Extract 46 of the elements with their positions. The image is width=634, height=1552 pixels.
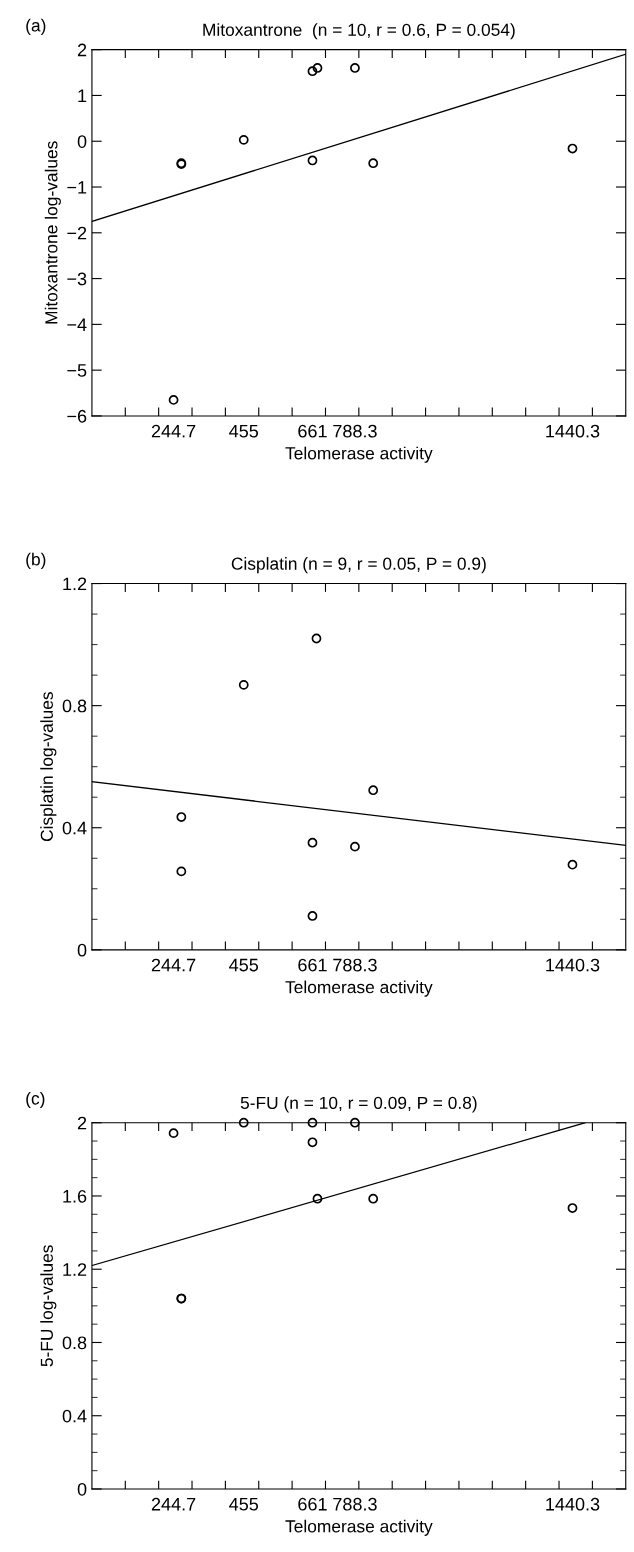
y-tick-label: 0.4 bbox=[62, 1409, 87, 1423]
y-tick-label: −4 bbox=[67, 318, 87, 331]
chart-title: 5-FU (n = 10, r = 0.09, P = 0.8) bbox=[240, 1096, 477, 1113]
x-tick-label: 455 bbox=[229, 424, 259, 438]
text: (a) bbox=[26, 18, 46, 36]
y-tick-label: 1.2 bbox=[63, 1263, 87, 1276]
y-tick-label: 1 bbox=[78, 89, 87, 102]
chart-title: Mitoxantrone (n = 10, r = 0.6, P = 0.054) bbox=[203, 23, 515, 40]
y-axis-title: Cisplatin log-values bbox=[40, 692, 57, 842]
x-tick-label: 788.3 bbox=[333, 424, 377, 438]
x-axis-title: Telomerase activity bbox=[285, 980, 433, 997]
y-axis-title: 5-FU log-values bbox=[40, 1245, 57, 1367]
x-tick-label: 788.3 bbox=[333, 958, 377, 972]
y-axis-title: Mitoxantrone log-values bbox=[44, 141, 61, 324]
x-tick-label: 1440.3 bbox=[546, 424, 600, 438]
x-tick-label: 244.7 bbox=[151, 424, 196, 438]
y-tick-label: 2 bbox=[77, 43, 87, 57]
chart-title: Cisplatin (n = 9, r = 0.05, P = 0.9) bbox=[231, 557, 486, 574]
y-tick-label: −6 bbox=[67, 409, 87, 423]
y-tick-label: −2 bbox=[67, 226, 87, 240]
x-tick-label: 244.7 bbox=[151, 958, 196, 972]
x-tick-label: 244.7 bbox=[151, 1497, 196, 1511]
x-axis-title: Telomerase activity bbox=[285, 1519, 433, 1536]
x-tick-label: 661 bbox=[298, 958, 327, 972]
y-tick-label: 0.8 bbox=[62, 1336, 87, 1350]
x-tick-label: 455 bbox=[229, 958, 259, 972]
text: (b) bbox=[26, 552, 46, 569]
x-tick-label: 661 bbox=[298, 1497, 327, 1511]
y-tick-label: 0.8 bbox=[62, 699, 87, 713]
y-tick-label: 2 bbox=[77, 1116, 87, 1130]
y-tick-label: 1.6 bbox=[63, 1189, 87, 1203]
text: (c) bbox=[26, 1091, 45, 1109]
y-tick-label: −5 bbox=[67, 364, 87, 377]
x-axis-title: Telomerase activity bbox=[285, 446, 433, 463]
x-tick-label: 788.3 bbox=[333, 1497, 377, 1511]
x-tick-label: 1440.3 bbox=[546, 1497, 600, 1511]
x-tick-label: 1440.3 bbox=[546, 958, 600, 972]
y-tick-label: 0 bbox=[77, 135, 87, 148]
y-tick-label: 1.2 bbox=[63, 577, 87, 591]
y-tick-label: 0.4 bbox=[62, 821, 87, 835]
y-tick-label: 0 bbox=[77, 943, 87, 957]
x-tick-label: 661 bbox=[298, 424, 327, 438]
y-tick-label: −3 bbox=[67, 272, 87, 286]
y-tick-label: −1 bbox=[67, 181, 87, 194]
y-tick-label: 0 bbox=[77, 1482, 87, 1496]
x-tick-label: 455 bbox=[229, 1497, 259, 1511]
